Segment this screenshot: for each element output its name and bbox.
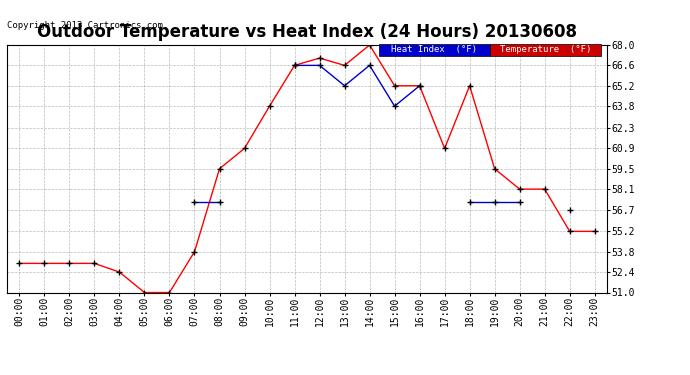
Title: Outdoor Temperature vs Heat Index (24 Hours) 20130608: Outdoor Temperature vs Heat Index (24 Ho… [37, 22, 577, 40]
FancyBboxPatch shape [379, 44, 490, 56]
Text: Heat Index  (°F): Heat Index (°F) [391, 45, 477, 54]
Text: Copyright 2013 Cartronics.com: Copyright 2013 Cartronics.com [7, 21, 163, 30]
FancyBboxPatch shape [490, 44, 601, 56]
Text: Temperature  (°F): Temperature (°F) [500, 45, 591, 54]
